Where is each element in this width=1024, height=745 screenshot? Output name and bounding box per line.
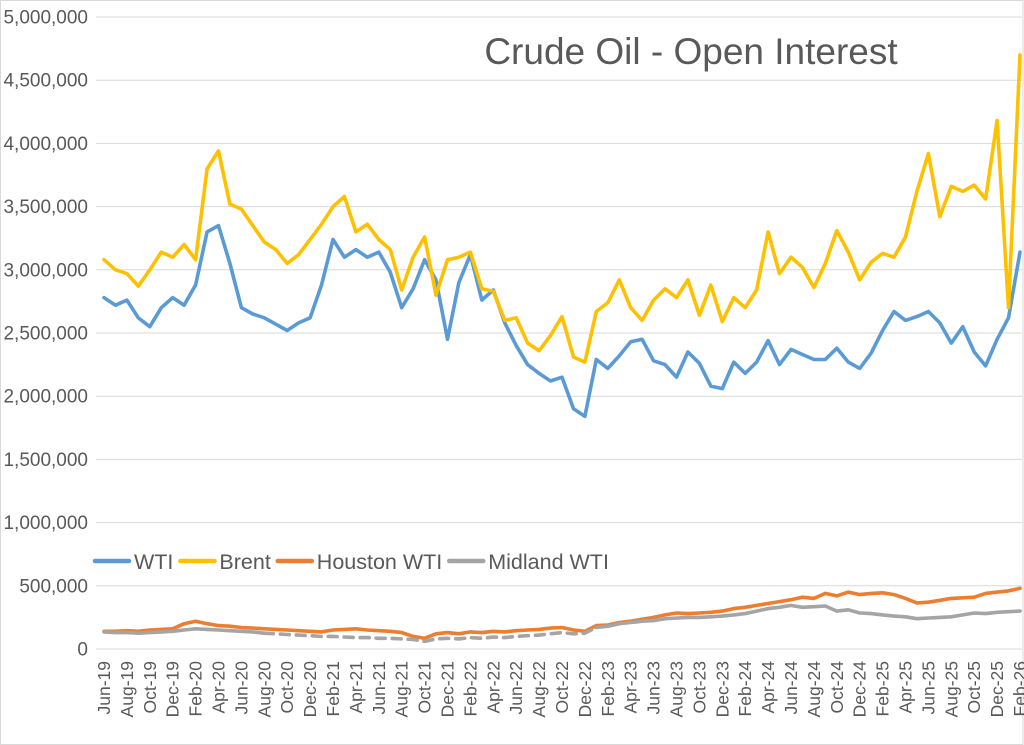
y-tick-label: 500,000 bbox=[19, 576, 88, 597]
x-tick-label: Oct-20 bbox=[277, 661, 297, 714]
x-tick-label: Aug-20 bbox=[254, 661, 274, 718]
legend-label-houston-wti: Houston WTI bbox=[317, 550, 442, 574]
y-tick-label: 4,500,000 bbox=[3, 71, 88, 92]
x-tick-label: Dec-20 bbox=[300, 661, 320, 718]
x-tick-label: Dec-23 bbox=[712, 661, 732, 717]
x-tick-label: Feb-20 bbox=[186, 661, 206, 717]
x-tick-label: Apr-22 bbox=[483, 661, 503, 714]
x-tick-label: Feb-21 bbox=[323, 661, 343, 716]
legend-label-wti: WTI bbox=[134, 550, 173, 574]
x-tick-label: Oct-21 bbox=[415, 661, 435, 714]
y-tick-label: 2,000,000 bbox=[3, 387, 88, 408]
x-tick-label: Dec-19 bbox=[163, 661, 183, 717]
x-tick-label: Aug-22 bbox=[529, 661, 549, 717]
x-tick-label: Oct-24 bbox=[827, 661, 847, 714]
x-tick-label: Jun-21 bbox=[369, 661, 389, 715]
y-tick-label: 3,500,000 bbox=[3, 197, 88, 218]
x-axis-labels: Jun-19 Aug-19 Oct-19 Dec-19 Feb-20 Apr-20 Jun-… bbox=[94, 661, 1024, 718]
y-tick-label: 0 bbox=[77, 640, 88, 661]
y-axis-labels: 5,000,000 4,500,000 4,000,000 3,500,000 3,00… bbox=[3, 8, 88, 661]
x-tick-label: Aug-24 bbox=[804, 661, 824, 718]
x-tick-label: Feb-23 bbox=[598, 661, 618, 716]
x-tick-label: Feb-22 bbox=[460, 661, 480, 716]
x-tick-label: Dec-24 bbox=[850, 661, 870, 718]
y-tick-label: 1,000,000 bbox=[3, 513, 88, 534]
x-tick-label: Oct-25 bbox=[964, 661, 984, 714]
x-tick-label: Feb-25 bbox=[873, 661, 893, 716]
x-tick-label: Dec-25 bbox=[987, 661, 1007, 717]
chart-title: Crude Oil - Open Interest bbox=[484, 31, 898, 72]
x-tick-label: Oct-22 bbox=[552, 661, 572, 714]
x-tick-label: Oct-19 bbox=[140, 661, 160, 714]
legend-label-brent: Brent bbox=[219, 550, 270, 574]
legend-item-houston-wti: Houston WTI bbox=[275, 550, 442, 574]
legend-item-midland-wti: Midland WTI bbox=[447, 550, 609, 574]
x-tick-label: Apr-20 bbox=[209, 661, 229, 714]
x-tick-label: Jun-24 bbox=[781, 661, 801, 715]
x-tick-label: Feb-26 bbox=[1010, 661, 1024, 716]
brent-line bbox=[102, 53, 1022, 364]
x-tick-label: Jun-20 bbox=[231, 661, 251, 715]
x-tick-label: Aug-23 bbox=[667, 661, 687, 717]
series-lines bbox=[102, 53, 1022, 644]
x-tick-label: Dec-22 bbox=[575, 661, 595, 717]
y-tick-label: 5,000,000 bbox=[3, 8, 88, 29]
y-tick-label: 1,500,000 bbox=[3, 450, 88, 471]
x-tick-label: Apr-24 bbox=[758, 661, 778, 714]
wti-line bbox=[102, 223, 1022, 419]
legend-item-wti: WTI bbox=[92, 550, 173, 574]
x-tick-label: Apr-21 bbox=[346, 661, 366, 714]
midland-wti-line-dashed bbox=[262, 625, 599, 644]
x-tick-label: Jun-19 bbox=[94, 661, 114, 715]
x-tick-label: Apr-23 bbox=[621, 661, 641, 714]
y-tick-label: 4,000,000 bbox=[3, 134, 88, 155]
x-tick-label: Aug-21 bbox=[392, 661, 412, 717]
x-tick-label: Dec-21 bbox=[438, 661, 458, 717]
legend-item-brent: Brent bbox=[178, 550, 271, 574]
gridlines bbox=[96, 16, 1022, 650]
legend: WTI Brent Houston WTI Midland WTI bbox=[92, 550, 609, 574]
x-tick-label: Jun-25 bbox=[918, 661, 938, 715]
midland-wti-line bbox=[594, 603, 1022, 630]
x-tick-label: Aug-25 bbox=[941, 661, 961, 717]
x-tick-label: Feb-24 bbox=[735, 661, 755, 717]
x-tick-label: Jun-22 bbox=[506, 661, 526, 715]
houston-wti-line bbox=[102, 586, 1022, 641]
legend-label-midland-wti: Midland WTI bbox=[488, 550, 609, 574]
y-tick-label: 2,500,000 bbox=[3, 324, 88, 345]
y-tick-label: 3,000,000 bbox=[3, 260, 88, 281]
x-tick-label: Apr-25 bbox=[896, 661, 916, 714]
x-tick-label: Oct-23 bbox=[689, 661, 709, 714]
x-tick-label: Aug-19 bbox=[117, 661, 137, 717]
x-tick-label: Jun-23 bbox=[644, 661, 664, 715]
midland-wti-line bbox=[102, 626, 267, 636]
